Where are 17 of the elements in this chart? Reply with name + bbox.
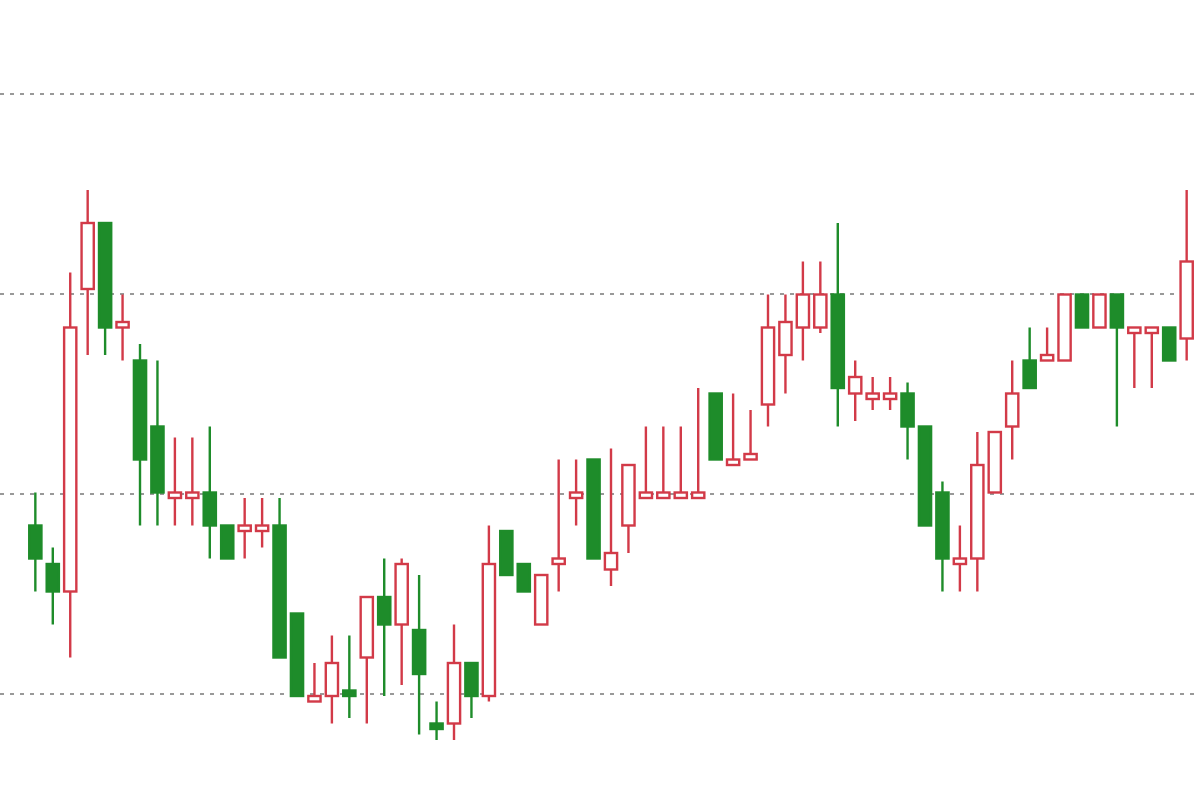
candlestick: [45, 546, 61, 626]
candlestick: [1161, 326, 1177, 362]
candlestick: [551, 458, 566, 593]
candlestick: [464, 661, 479, 720]
candlestick: [1022, 326, 1037, 390]
candlestick: [1109, 293, 1125, 428]
candlestick: [28, 491, 43, 593]
candlestick: [1092, 293, 1107, 329]
candlestick: [115, 293, 130, 362]
candlestick: [376, 557, 392, 698]
candlestick: [1004, 359, 1020, 461]
candlestick: [411, 573, 427, 736]
candlestick: [342, 634, 357, 720]
candlestick: [429, 700, 444, 742]
candlestick: [568, 458, 584, 527]
candlestick: [603, 447, 619, 588]
candlestick: [1074, 293, 1090, 329]
